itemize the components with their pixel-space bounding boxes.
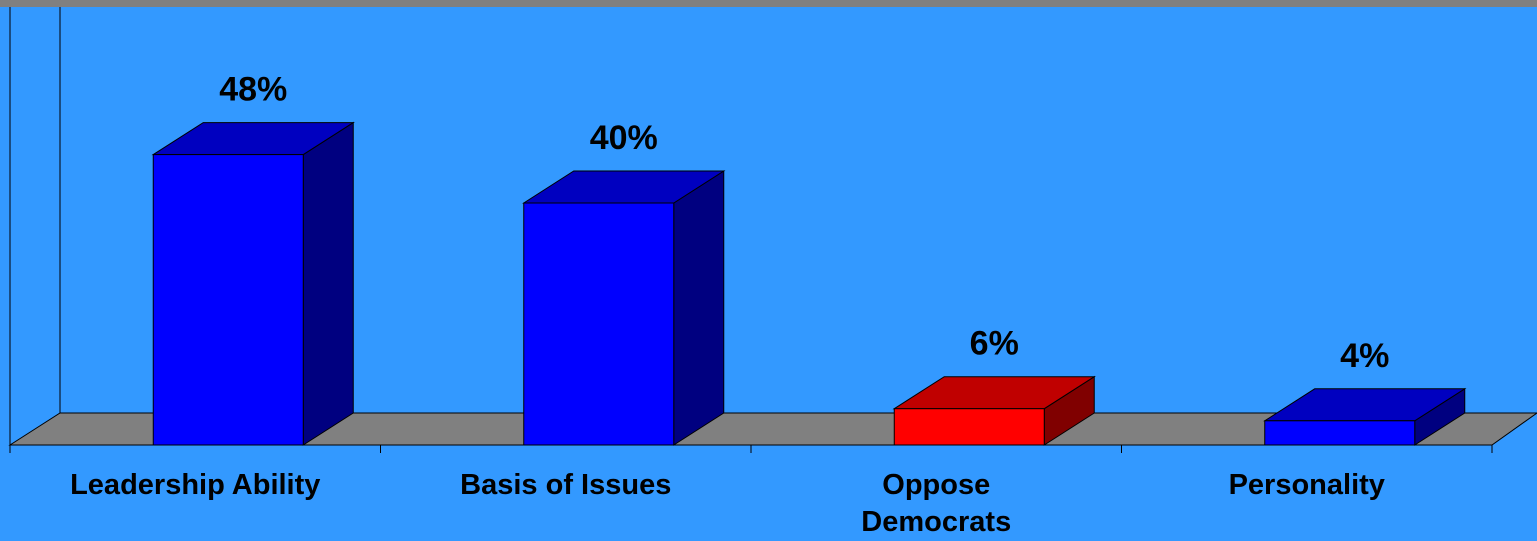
category-label-oppose-democrats-line-1: Oppose bbox=[882, 469, 990, 501]
category-label-leadership-ability: Leadership Ability bbox=[70, 469, 320, 501]
data-label-personality: 4% bbox=[1340, 337, 1389, 375]
x-axis-ticks bbox=[9, 445, 1493, 453]
data-labels-group: 48% 40% 6% 4% bbox=[219, 71, 1389, 375]
bar-leadership-ability bbox=[151, 121, 355, 446]
bar-front-basis-of-issues bbox=[523, 202, 675, 446]
bar-side-leadership-ability bbox=[302, 121, 354, 446]
bars-group bbox=[151, 121, 1467, 446]
data-label-basis-of-issues: 40% bbox=[590, 119, 658, 157]
top-band bbox=[0, 0, 1537, 7]
bar-side-basis-of-issues bbox=[673, 170, 725, 446]
bar-basis-of-issues bbox=[522, 170, 726, 446]
category-label-personality: Personality bbox=[1229, 469, 1385, 501]
bar-front-leadership-ability bbox=[152, 154, 304, 446]
data-label-leadership-ability: 48% bbox=[219, 71, 287, 109]
category-labels-group: Leadership Ability Basis of Issues Oppose D… bbox=[70, 469, 1385, 538]
category-label-basis-of-issues: Basis of Issues bbox=[460, 469, 671, 501]
data-label-oppose-democrats: 6% bbox=[970, 325, 1019, 363]
bar-front-oppose-democrats bbox=[893, 408, 1045, 446]
bar-front-personality bbox=[1264, 420, 1416, 446]
bar-personality bbox=[1263, 387, 1467, 446]
bar-oppose-democrats bbox=[892, 375, 1096, 446]
category-label-oppose-democrats-line-2: Democrats bbox=[861, 506, 1011, 538]
